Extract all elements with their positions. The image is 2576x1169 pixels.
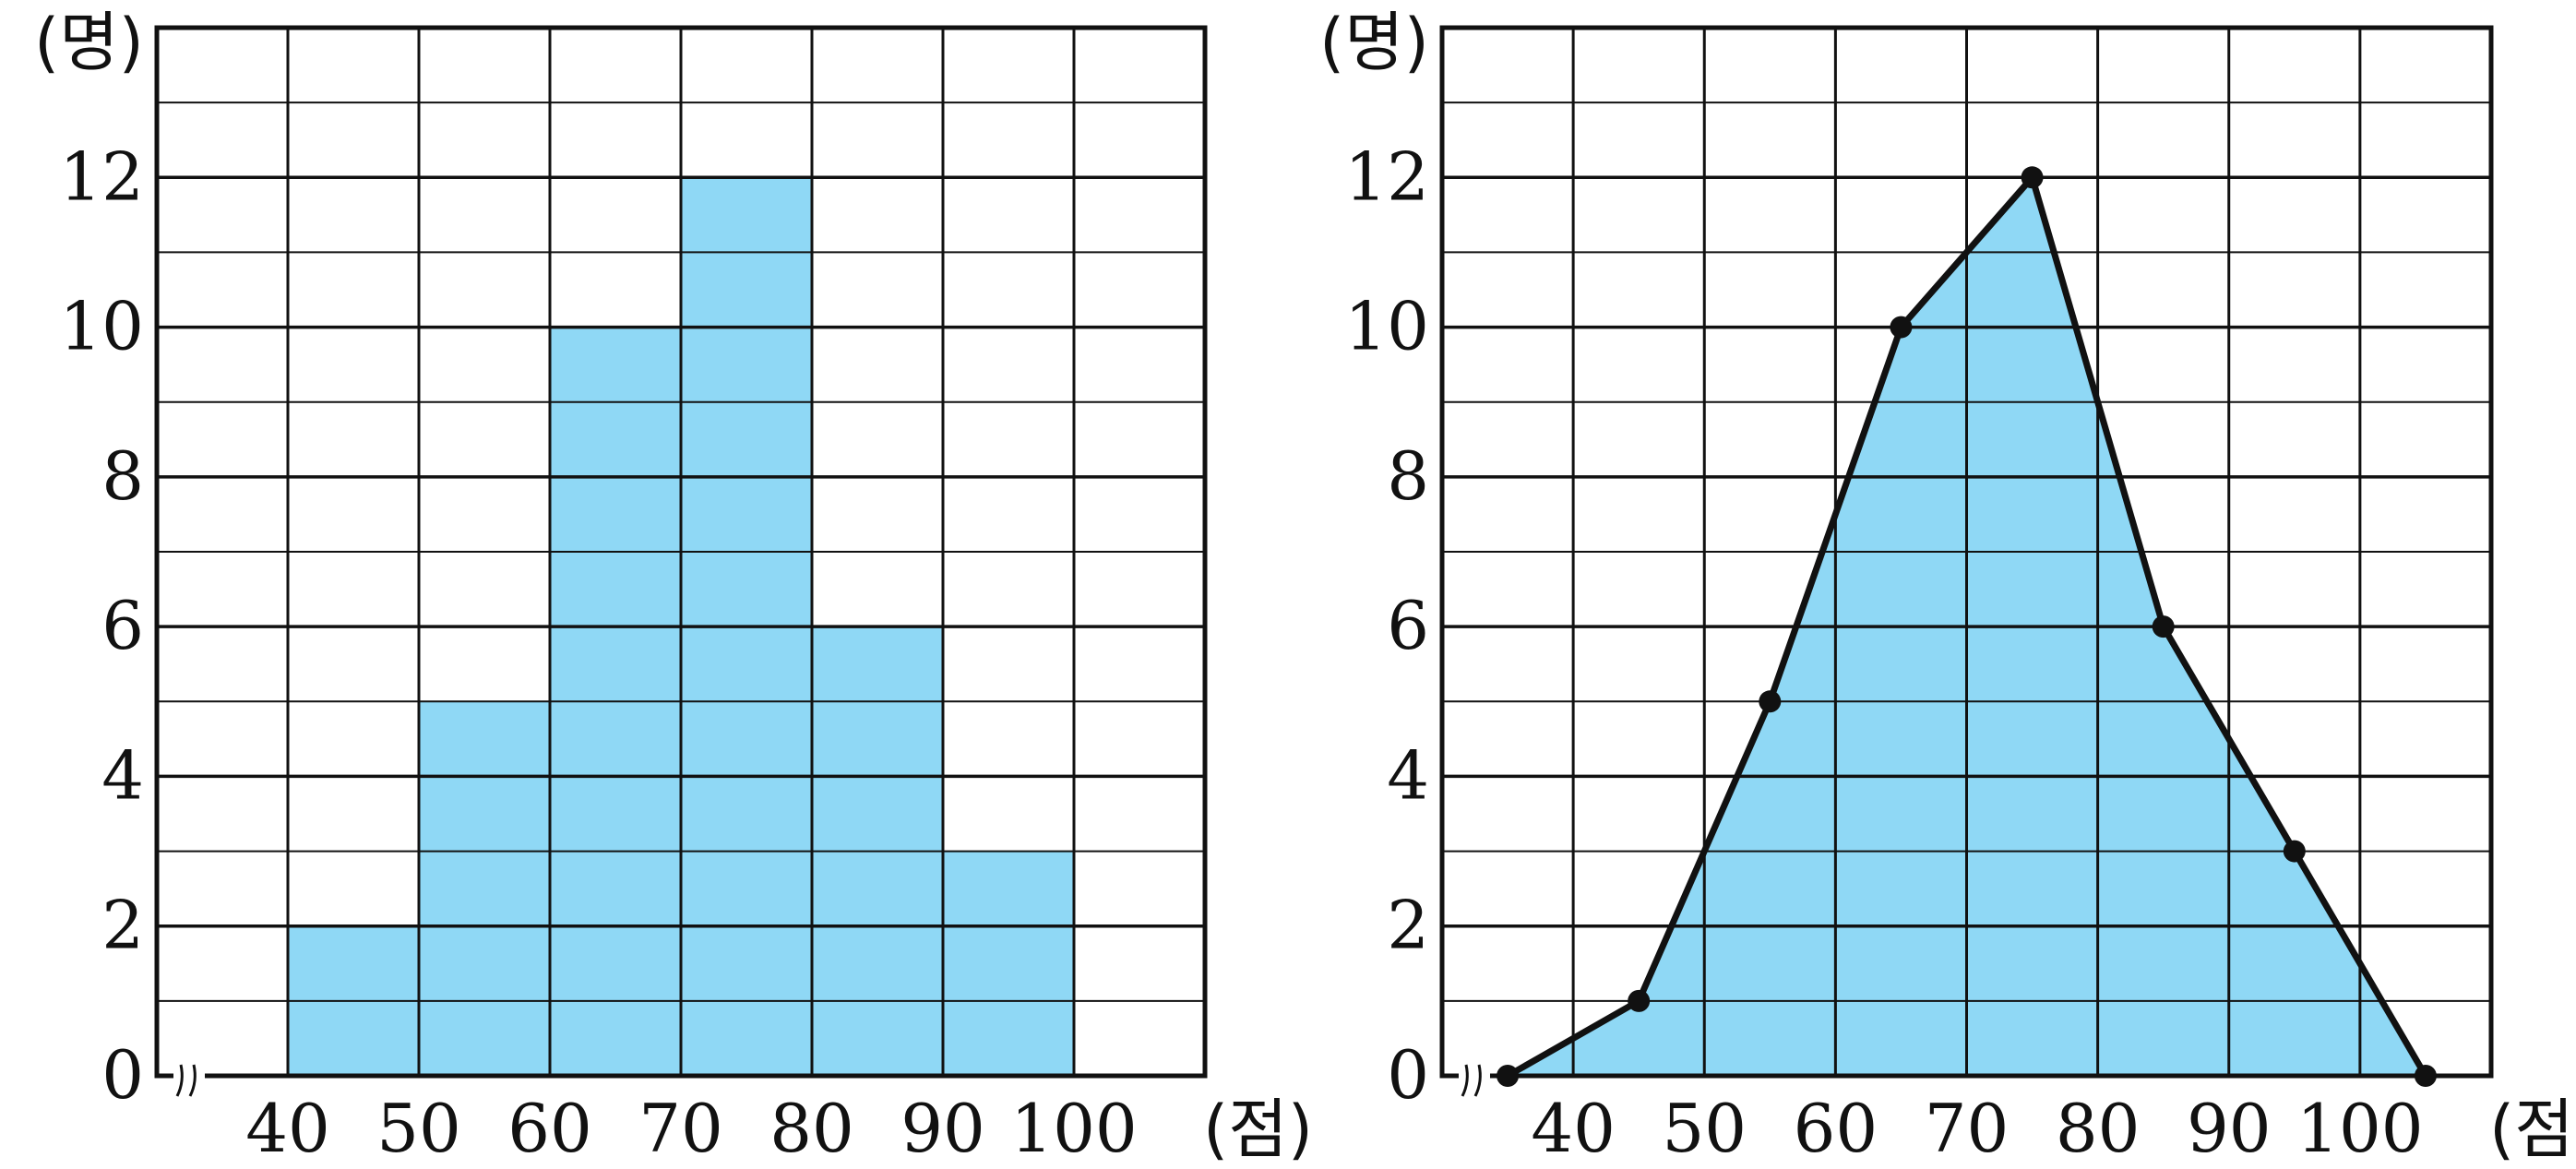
y-tick-label: 2: [1387, 887, 1429, 964]
x-tick-label: 50: [376, 1090, 461, 1167]
x-tick-label: 60: [1794, 1090, 1878, 1167]
data-point-35: [1497, 1065, 1520, 1087]
plot-frame: [1439, 25, 2494, 1079]
data-point-85: [2152, 615, 2175, 638]
y-tick-label: 4: [1387, 736, 1429, 814]
y-axis-unit: (명): [1319, 5, 1429, 80]
data-point-75: [2021, 166, 2044, 189]
axis-break-gap: [173, 1067, 205, 1103]
y-tick-label: 8: [1387, 437, 1429, 515]
data-point-95: [2283, 840, 2306, 863]
x-axis-unit: (점): [1203, 1091, 1313, 1167]
y-tick-label: 10: [1344, 288, 1429, 365]
x-tick-label: 100: [1010, 1090, 1137, 1167]
data-point-105: [2414, 1065, 2437, 1087]
y-tick-label: 4: [101, 736, 144, 814]
y-tick-label: 12: [1344, 137, 1429, 215]
y-tick-label: 12: [59, 137, 144, 215]
x-tick-label: 90: [2187, 1090, 2272, 1167]
x-tick-label: 80: [769, 1090, 854, 1167]
x-tick-label: 50: [1662, 1090, 1747, 1167]
y-tick-label: 10: [59, 288, 144, 365]
grid-lines: [1442, 28, 2491, 1076]
y-tick-label: 0: [101, 1036, 144, 1114]
x-tick-label: 70: [638, 1090, 723, 1167]
x-tick-label: 40: [245, 1090, 330, 1167]
histogram-bar-50-60: [419, 701, 550, 1076]
x-axis-unit: (점): [2489, 1091, 2576, 1167]
axis-break-gap: [1459, 1067, 1490, 1103]
data-point-55: [1759, 690, 1782, 713]
axis-break-mark: [175, 1064, 184, 1097]
y-tick-label: 6: [101, 587, 144, 664]
grid-lines: [157, 28, 1205, 1076]
data-point-45: [1628, 989, 1651, 1012]
x-tick-label: 70: [1925, 1090, 2010, 1167]
axis-break-mark: [1473, 1064, 1482, 1097]
x-tick-label: 90: [900, 1090, 985, 1167]
axis-break-mark: [1461, 1064, 1469, 1097]
y-tick-label: 2: [101, 887, 144, 964]
y-tick-label: 0: [1387, 1036, 1429, 1114]
frequency-polygon-chart: 0 2 4 6 8 10 12 40 50 60 70 80 90 100 (명) (점): [1319, 5, 2576, 1167]
x-tick-label: 40: [1531, 1090, 1616, 1167]
axis-break-mark: [188, 1064, 197, 1097]
x-tick-label: 100: [2296, 1090, 2423, 1167]
data-point-65: [1890, 316, 1913, 339]
histogram-bar-90-100: [943, 851, 1074, 1076]
x-tick-label: 80: [2056, 1090, 2141, 1167]
histogram-chart: 0 2 4 6 8 10 12 40 50 60 70 80 90 100 (명) (점): [34, 5, 1313, 1167]
y-axis-unit: (명): [34, 5, 144, 80]
polygon-line: [1506, 173, 2428, 1080]
plot-frame: [154, 25, 1208, 1079]
y-tick-label: 8: [101, 437, 144, 515]
y-tick-label: 6: [1387, 587, 1429, 664]
x-tick-label: 60: [507, 1090, 592, 1167]
